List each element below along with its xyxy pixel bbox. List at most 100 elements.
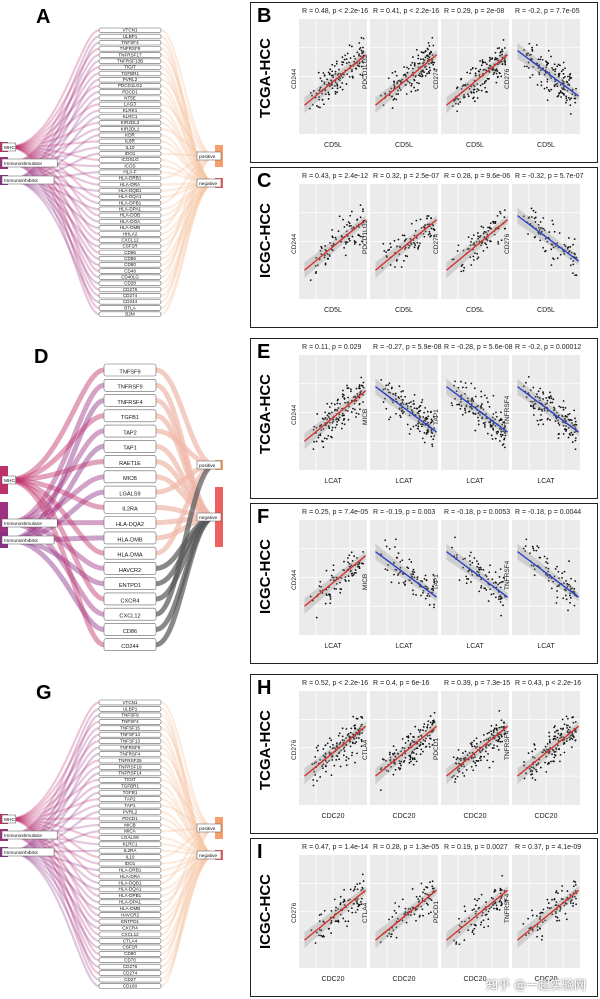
data-point <box>472 234 475 237</box>
data-point <box>546 763 549 765</box>
regression-line <box>303 390 367 442</box>
data-point <box>462 558 464 561</box>
y-axis-label: CTLA4 <box>362 739 369 760</box>
data-point <box>498 736 500 738</box>
data-point <box>431 54 434 56</box>
data-point <box>466 83 469 86</box>
data-point <box>500 734 503 737</box>
target-node-box <box>196 178 222 188</box>
data-point <box>433 228 436 231</box>
gene-node-box <box>98 699 162 706</box>
source-node-label: Immunostimulator <box>4 161 43 167</box>
data-point <box>318 585 321 587</box>
x-axis-label: CDC20 <box>321 976 345 983</box>
data-point <box>347 732 350 735</box>
data-point <box>481 59 484 61</box>
scatter-svg <box>370 355 438 470</box>
sankey-flow-out <box>160 181 216 316</box>
data-point <box>400 80 402 83</box>
data-point <box>379 789 382 792</box>
data-point <box>499 899 502 901</box>
data-point <box>559 84 562 86</box>
gene-node-label: TNFSF9 <box>119 369 140 375</box>
data-point <box>503 437 506 440</box>
correlation-stat: R = 0.11, p = 0.029 <box>302 344 362 351</box>
data-point <box>312 428 315 431</box>
data-point <box>341 735 344 738</box>
data-point <box>572 721 575 724</box>
data-point <box>463 904 466 907</box>
y-axis-label: PDCD1 <box>433 737 440 760</box>
data-point <box>562 433 565 435</box>
data-point <box>537 223 540 226</box>
sankey-flow-in <box>7 817 100 936</box>
data-point <box>492 413 495 415</box>
data-point <box>553 575 556 578</box>
y-axis-label: CD244 <box>291 68 298 89</box>
data-point <box>432 887 435 889</box>
data-point <box>351 911 354 913</box>
data-point <box>342 389 344 392</box>
data-point <box>529 770 532 773</box>
data-point <box>572 243 574 246</box>
data-point <box>547 49 550 52</box>
data-point <box>338 758 341 761</box>
data-point <box>477 404 480 407</box>
data-point <box>568 412 571 415</box>
data-point <box>359 204 362 207</box>
gene-node-box <box>98 255 162 262</box>
data-point <box>395 74 398 77</box>
data-point <box>525 396 528 399</box>
data-point <box>550 77 553 79</box>
data-point <box>397 917 399 920</box>
data-point <box>327 97 330 100</box>
data-point <box>502 430 505 433</box>
data-point <box>393 573 395 576</box>
data-point <box>353 243 356 245</box>
data-point <box>462 269 465 272</box>
data-point <box>345 230 348 233</box>
data-point <box>309 595 312 598</box>
data-point <box>384 539 387 542</box>
gene-node-label: TNFRSF17 <box>118 52 142 57</box>
data-point <box>499 54 501 57</box>
data-point <box>544 237 547 240</box>
data-point <box>318 258 321 261</box>
gene-node-label: HLA-DMB <box>117 537 142 543</box>
data-point <box>387 384 390 386</box>
data-point <box>417 62 420 65</box>
data-point <box>484 913 487 916</box>
data-point <box>330 739 333 742</box>
data-point <box>429 726 432 729</box>
gene-node-label: VTCN1 <box>122 700 138 705</box>
data-point <box>552 580 555 583</box>
data-point <box>555 748 558 751</box>
gene-node-box <box>103 516 157 529</box>
data-point <box>419 430 421 433</box>
data-point <box>354 408 356 411</box>
data-point <box>410 90 413 93</box>
data-point <box>360 897 363 900</box>
data-point <box>571 734 574 737</box>
data-point <box>490 724 493 727</box>
data-point <box>420 882 423 884</box>
data-point <box>362 879 365 882</box>
data-point <box>350 564 353 566</box>
y-axis-label: CD276 <box>291 903 298 924</box>
data-point <box>553 726 556 729</box>
data-point <box>315 104 318 107</box>
data-point <box>498 737 501 740</box>
data-point <box>473 923 476 926</box>
gene-node-label: TNFRSF4 <box>117 400 142 406</box>
data-point <box>568 76 571 78</box>
data-point <box>394 762 396 765</box>
data-point <box>419 423 422 426</box>
data-point <box>400 760 403 763</box>
data-point <box>408 432 411 435</box>
correlation-stat: R = 0.28, p = 9.6e-06 <box>444 173 511 180</box>
data-point <box>487 738 490 740</box>
data-point <box>429 422 432 424</box>
data-point <box>347 418 350 421</box>
gene-node-label: HLA-DOB <box>120 213 140 218</box>
data-point <box>344 54 347 57</box>
